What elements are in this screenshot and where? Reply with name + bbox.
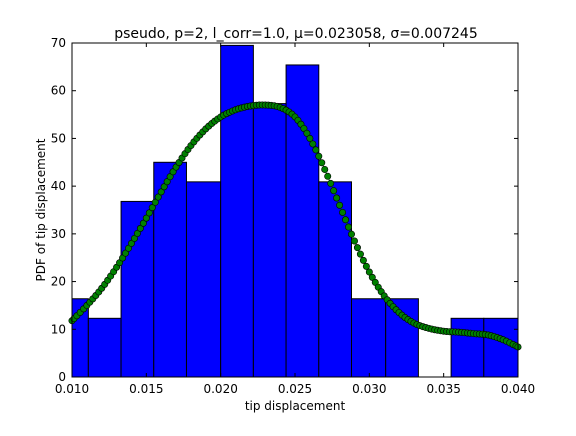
- pdf-curve-point-81: [309, 140, 317, 148]
- x-tick-label-6: 0.040: [501, 382, 535, 396]
- pdf-curve-point-94: [347, 230, 355, 238]
- pdf-curve-point-86: [324, 172, 332, 180]
- histogram-bar-10: [385, 298, 419, 378]
- pdf-curve-point-99: [362, 262, 370, 270]
- pdf-curve: [68, 101, 522, 351]
- histogram-bar-9: [350, 298, 387, 378]
- histogram-bar-5: [220, 44, 254, 378]
- pdf-curve-point-80: [306, 134, 314, 142]
- pdf-curve-point-92: [342, 216, 350, 224]
- pdf-curve-point-82: [312, 146, 320, 154]
- pdf-curve-point-25: [142, 214, 150, 222]
- pdf-curve-point-93: [345, 223, 353, 231]
- histogram-bar-6: [252, 103, 287, 378]
- pdf-curve-point-96: [353, 244, 361, 252]
- pdf-curve-point-95: [350, 237, 358, 245]
- histogram-bar-4: [185, 181, 222, 378]
- pdf-curve-point-30: [157, 188, 165, 196]
- pdf-curve-point-84: [318, 159, 326, 167]
- pdf-curve-point-22: [133, 229, 141, 237]
- chart-title: pseudo, p=2, l_corr=1.0, μ=0.023058, σ=0…: [114, 26, 478, 42]
- pdf-curve-point-101: [368, 273, 376, 281]
- y-tick-label-1: 10: [51, 322, 66, 336]
- pdf-curve-point-31: [160, 183, 168, 191]
- pdf-curve-point-97: [356, 250, 364, 258]
- y-tick-label-0: 0: [58, 370, 66, 384]
- pdf-curve-point-24: [139, 219, 147, 227]
- y-tick-label-6: 60: [51, 84, 66, 98]
- pdf-curve-point-83: [315, 152, 323, 160]
- y-tick-label-2: 20: [51, 275, 66, 289]
- y-axis-ticks: 0 10 20 30 40 50 60 70: [51, 36, 518, 384]
- y-tick-label-4: 40: [51, 179, 66, 193]
- pdf-curve-point-89: [333, 194, 341, 202]
- x-tick-label-5: 0.035: [426, 382, 460, 396]
- pdf-curve-point-26: [145, 209, 153, 217]
- pdf-curve-point-87: [327, 179, 335, 187]
- x-tick-label-1: 0.015: [129, 382, 163, 396]
- pdf-curve-point-90: [336, 201, 344, 209]
- pdf-curve-point-27: [148, 204, 156, 212]
- histogram-bar-8: [318, 181, 352, 378]
- pdf-curve-point-23: [136, 224, 144, 232]
- histogram-bar-12: [450, 317, 485, 378]
- x-axis-ticks: 0.010 0.015 0.020 0.025 0.030 0.035 0.040: [55, 43, 535, 396]
- y-tick-label-7: 70: [51, 36, 66, 50]
- pdf-curve-point-28: [151, 198, 159, 206]
- y-axis-label: PDF of tip displacement: [34, 138, 48, 281]
- y-tick-label-5: 50: [51, 131, 66, 145]
- pdf-curve-point-98: [359, 256, 367, 264]
- x-tick-label-2: 0.020: [203, 382, 237, 396]
- pdf-curve-point-85: [321, 165, 329, 173]
- histogram-bar-1: [87, 317, 122, 378]
- pdf-curve-point-88: [330, 187, 338, 195]
- x-axis-label: tip displacement: [245, 399, 346, 413]
- pdf-curve-point-29: [154, 193, 162, 201]
- x-tick-label-0: 0.010: [55, 382, 89, 396]
- x-tick-label-4: 0.030: [352, 382, 386, 396]
- pdf-curve-point-79: [303, 129, 311, 137]
- x-tick-label-3: 0.025: [278, 382, 312, 396]
- y-tick-label-3: 30: [51, 227, 66, 241]
- pdf-curve-point-100: [365, 268, 373, 276]
- pdf-curve-point-91: [339, 208, 347, 216]
- histogram-bars: [71, 44, 519, 378]
